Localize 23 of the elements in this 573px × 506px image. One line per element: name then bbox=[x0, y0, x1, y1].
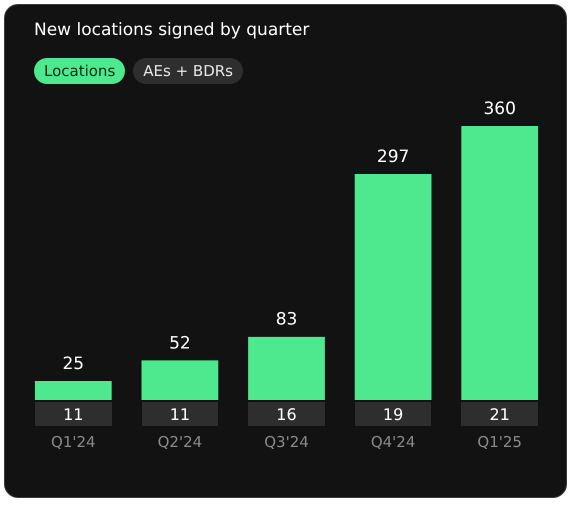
data-label: 25 bbox=[62, 354, 84, 374]
x-tick-label: Q1'24 bbox=[51, 432, 96, 451]
x-tick-label: Q4'24 bbox=[370, 432, 416, 451]
chart-title: New locations signed by quarter bbox=[34, 20, 310, 40]
text: 11 bbox=[142, 402, 218, 426]
text: 19 bbox=[354, 402, 432, 426]
bar bbox=[248, 336, 325, 400]
x-tick-label: Q3'24 bbox=[264, 432, 309, 451]
data-label: 360 bbox=[483, 98, 516, 119]
text: 16 bbox=[248, 402, 325, 426]
x-tick-label: Q1'25 bbox=[477, 432, 522, 451]
text: 21 bbox=[461, 402, 538, 426]
bar bbox=[354, 174, 432, 400]
data-label: 83 bbox=[276, 310, 298, 330]
text: 11 bbox=[34, 402, 112, 426]
data-label: 297 bbox=[376, 146, 410, 167]
text: AEs + BDRs bbox=[133, 58, 244, 84]
data-label: 52 bbox=[169, 333, 191, 354]
bar bbox=[34, 380, 112, 400]
bar bbox=[142, 360, 218, 400]
x-tick-label: Q2'24 bbox=[158, 432, 202, 451]
bar bbox=[461, 126, 538, 400]
text: Locations bbox=[34, 58, 126, 84]
